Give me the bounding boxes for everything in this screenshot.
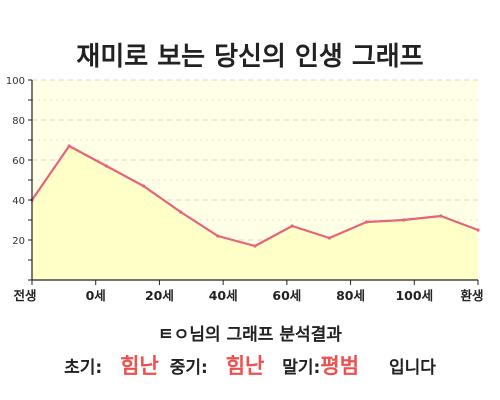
y-tick-label: 100	[6, 76, 25, 87]
early-label: 초기:	[64, 358, 103, 378]
y-tick-label: 60	[12, 156, 25, 167]
late-value: 평범	[320, 354, 360, 378]
middle-value: 힘난	[225, 354, 265, 378]
data-point	[104, 164, 108, 168]
early-value: 힘난	[120, 354, 159, 378]
data-point	[290, 224, 294, 228]
analysis-result: 초기: 힘난 중기: 힘난 말기:평범 입니다	[0, 350, 500, 380]
middle-label: 중기:	[169, 358, 208, 378]
data-point	[476, 228, 480, 232]
x-tick-label: 20세	[145, 288, 174, 303]
result-suffix: 입니다	[388, 358, 436, 378]
x-tick-label: 전생	[13, 288, 36, 303]
x-tick-label: 80세	[336, 288, 365, 303]
x-tick-label: 100세	[395, 288, 433, 303]
x-tick-label: 60세	[272, 288, 301, 303]
y-tick-label: 20	[12, 236, 25, 247]
x-tick-label: 0세	[86, 288, 106, 303]
y-tick-label: 80	[12, 116, 25, 127]
late-label: 말기:	[282, 358, 321, 378]
data-point	[67, 144, 71, 148]
area-fill	[32, 146, 478, 280]
data-point	[179, 210, 183, 214]
y-tick-label: 40	[12, 196, 25, 207]
data-point	[439, 214, 443, 218]
data-point	[327, 236, 331, 240]
analysis-heading: ㅌㅇ님의 그래프 분석결과	[158, 325, 342, 345]
data-point	[216, 234, 220, 238]
data-point	[402, 218, 406, 222]
x-tick-label: 환생	[460, 288, 483, 303]
data-point	[141, 184, 146, 188]
x-tick-label: 40세	[209, 288, 238, 303]
data-point	[364, 220, 369, 224]
chart-title: 재미로 보는 당신의 인생 그래프	[76, 42, 424, 72]
data-point	[253, 244, 257, 248]
